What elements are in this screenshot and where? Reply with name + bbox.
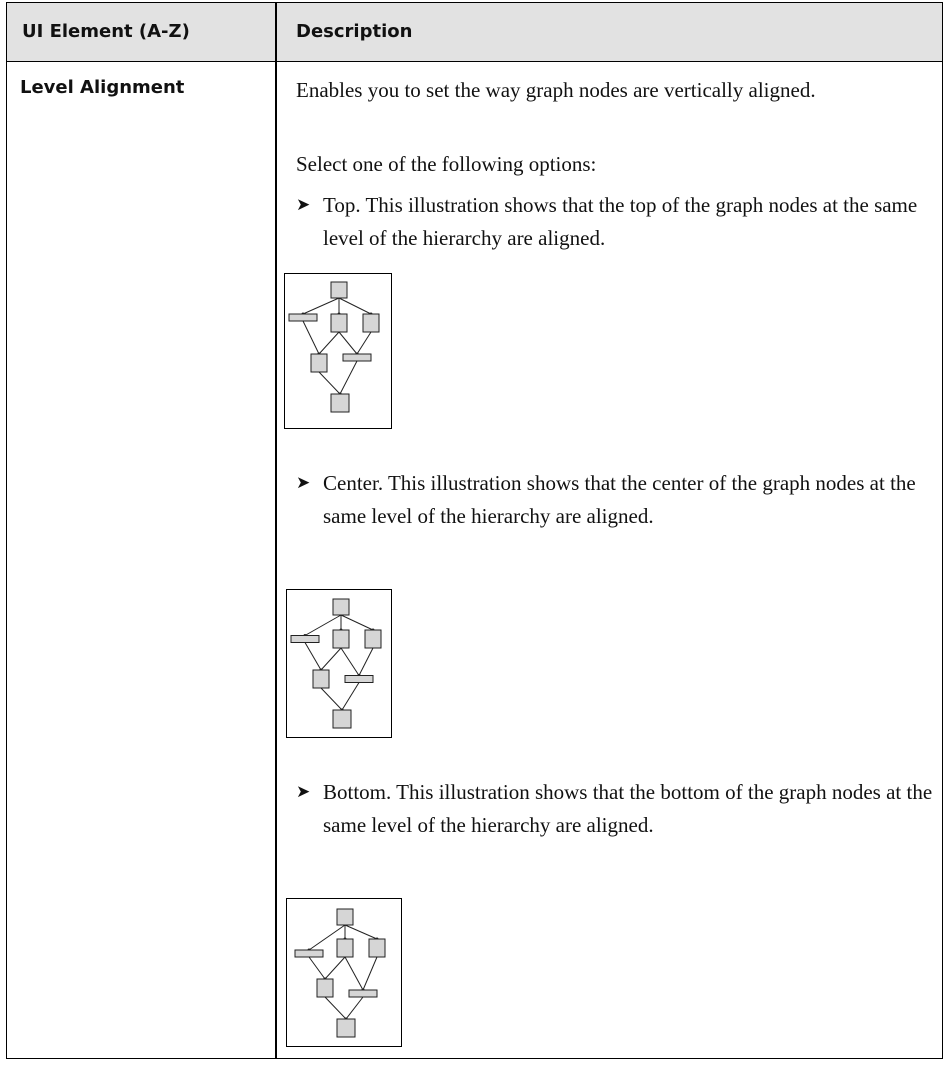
edge xyxy=(356,331,372,355)
edge xyxy=(304,642,322,671)
edge xyxy=(302,297,340,315)
element-name: Level Alignment xyxy=(20,77,185,98)
bullet: ➤ xyxy=(296,195,311,215)
option-text: Bottom. This illustration shows that the… xyxy=(323,780,933,837)
edge xyxy=(320,647,342,671)
edge xyxy=(340,614,374,631)
graph-node xyxy=(344,675,374,683)
column-divider xyxy=(275,2,277,1059)
option-text: Center. This illustration shows that the… xyxy=(323,471,916,528)
graph-node xyxy=(332,709,352,729)
edge xyxy=(318,371,341,395)
bullet: ➤ xyxy=(296,782,311,802)
illustration xyxy=(284,273,392,429)
edge xyxy=(304,614,342,636)
description-text: Select one of the following options: xyxy=(296,152,597,176)
graph-node xyxy=(362,313,380,333)
edge xyxy=(362,956,378,991)
graph-node xyxy=(330,393,350,413)
graph-node xyxy=(294,949,324,958)
graph-node xyxy=(336,938,354,958)
edge xyxy=(302,320,320,355)
description-text: Enables you to set the way graph nodes a… xyxy=(296,78,816,102)
edge xyxy=(318,331,340,355)
graph-node xyxy=(342,353,372,362)
graph-node xyxy=(364,629,382,649)
graph-node xyxy=(288,313,318,322)
edge xyxy=(308,956,326,980)
graph-node xyxy=(332,629,350,649)
edge xyxy=(345,996,364,1020)
graph-node xyxy=(348,989,378,998)
illustration xyxy=(286,589,392,738)
graph-node xyxy=(316,978,334,998)
edge xyxy=(344,956,364,991)
graph-node xyxy=(336,908,354,926)
column-header: Description xyxy=(296,21,413,42)
graph-node xyxy=(310,353,328,373)
edge xyxy=(324,996,347,1020)
edge xyxy=(338,331,358,355)
column-header: UI Element (A-Z) xyxy=(22,21,190,42)
edge xyxy=(338,297,372,315)
edge xyxy=(340,647,360,676)
edge xyxy=(344,924,378,940)
edge xyxy=(341,682,360,711)
graph-node xyxy=(336,1018,356,1038)
graph-node xyxy=(330,281,348,299)
graph-node xyxy=(368,938,386,958)
graph-node xyxy=(312,669,330,689)
illustration xyxy=(286,898,402,1047)
edge xyxy=(320,687,343,711)
bullet: ➤ xyxy=(296,473,311,493)
graph-node xyxy=(332,598,350,616)
table-frame xyxy=(6,2,943,1059)
edge xyxy=(358,647,374,676)
edge xyxy=(308,924,346,951)
edge xyxy=(324,956,346,980)
graph-node xyxy=(290,635,320,643)
edge xyxy=(339,360,358,395)
graph-node xyxy=(330,313,348,333)
option-text: Top. This illustration shows that the to… xyxy=(323,193,918,250)
